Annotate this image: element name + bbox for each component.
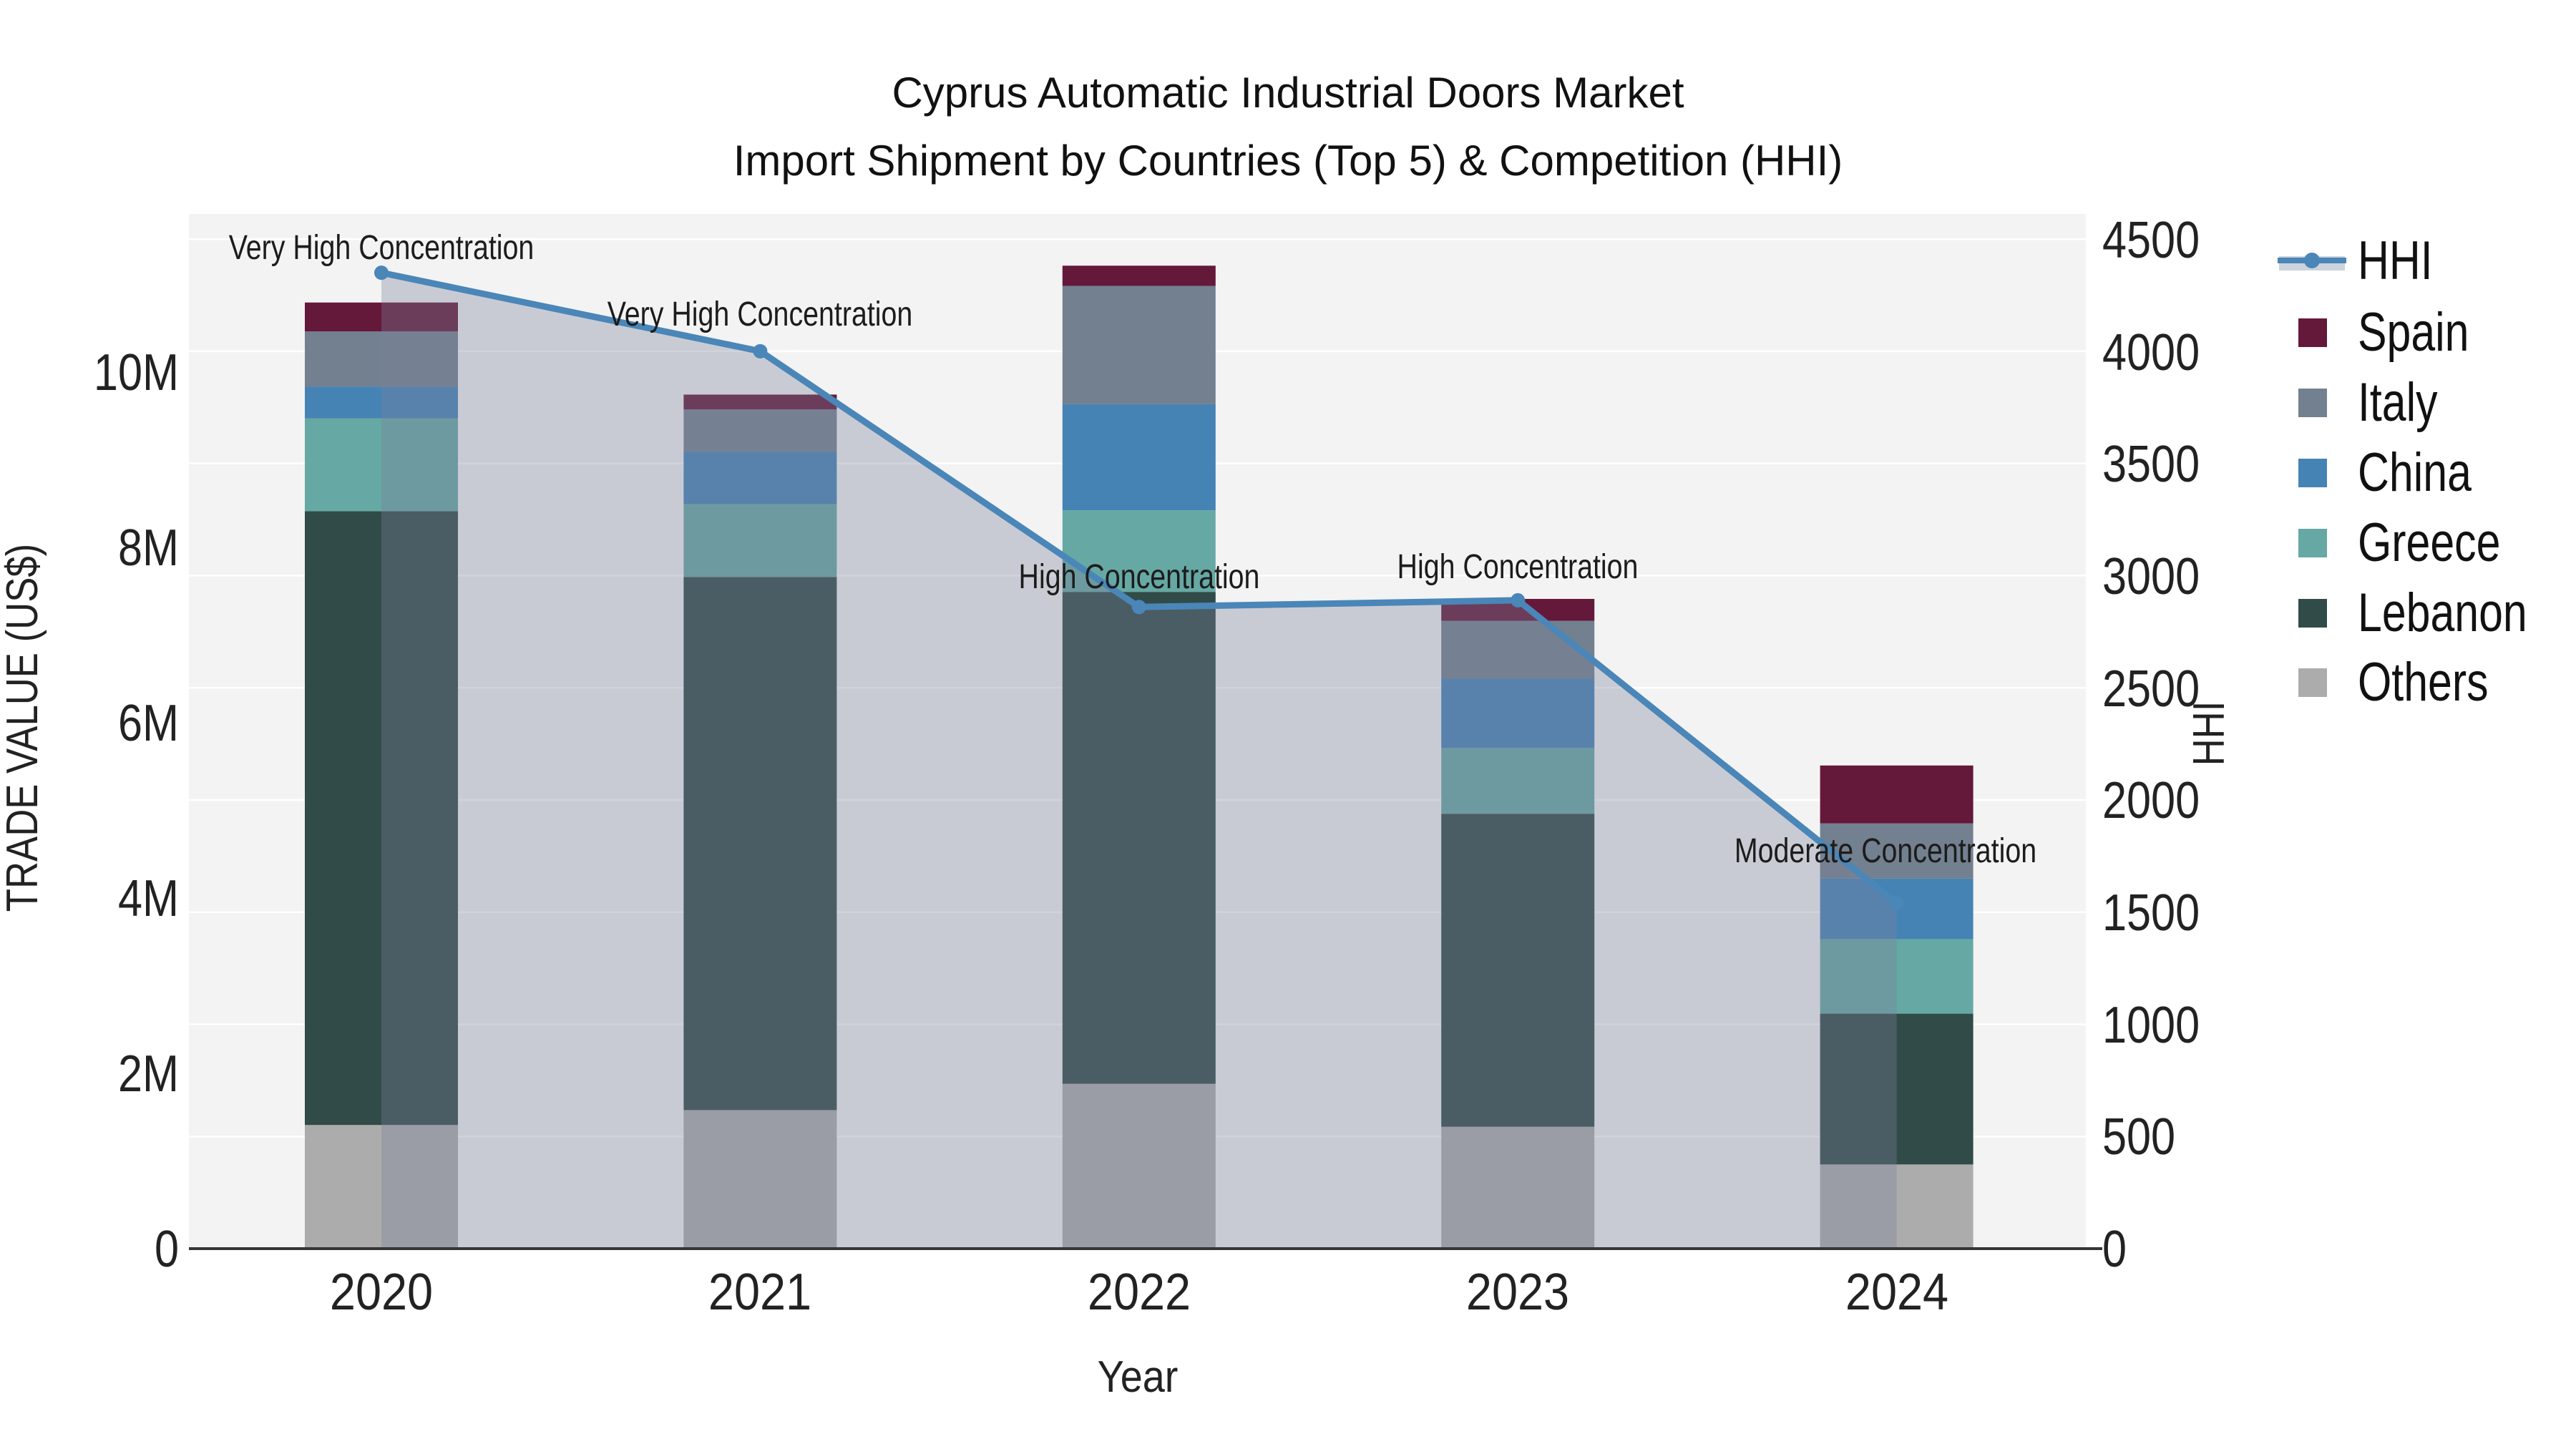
y-right-tick-labels: 0 500 1000 1500 2000 2500 3000 3500 4000…: [2102, 212, 2200, 1278]
bar-segment-lebanon-2022[interactable]: [1062, 592, 1216, 1084]
bar-segment-spain-2021[interactable]: [683, 394, 837, 410]
x-axis-title: Year: [1098, 1352, 1179, 1402]
bar-segment-greece-2020[interactable]: [305, 418, 458, 512]
x-tick-labels: 2020 2021 2022 2023 2024: [330, 1264, 1948, 1321]
bar-segment-spain-2020[interactable]: [305, 302, 458, 332]
x-tick-2022: 2022: [1088, 1264, 1191, 1321]
hhi-marker-2022[interactable]: [1131, 600, 1146, 615]
bar-segment-lebanon-2023[interactable]: [1441, 814, 1595, 1127]
bar-segment-lebanon-2024[interactable]: [1820, 1013, 1974, 1165]
annotation-2022: High Concentration: [1019, 558, 1260, 596]
legend-item-greece[interactable]: Greece: [2298, 512, 2500, 573]
legend-label-spain: Spain: [2358, 302, 2469, 363]
bar-segment-greece-2024[interactable]: [1820, 939, 1974, 1014]
bar-segment-italy-2023[interactable]: [1441, 620, 1595, 679]
bar-segment-others-2023[interactable]: [1441, 1126, 1595, 1249]
legend-item-lebanon[interactable]: Lebanon: [2298, 582, 2527, 643]
legend-swatch-spain: [2298, 318, 2327, 347]
annotation-2020: Very High Concentration: [229, 229, 535, 267]
legend-swatch-greece: [2298, 529, 2327, 557]
y-left-axis-title: TRADE VALUE (US$): [0, 544, 47, 912]
hhi-marker-2024[interactable]: [1889, 896, 1904, 911]
bar-segment-others-2020[interactable]: [305, 1125, 458, 1249]
x-tick-2021: 2021: [708, 1264, 811, 1321]
y-left-tick: 2M: [118, 1045, 179, 1103]
x-tick-2020: 2020: [330, 1264, 433, 1321]
annotation-2023: High Concentration: [1397, 548, 1639, 586]
y-right-tick: 3500: [2102, 436, 2200, 493]
y-right-tick: 4000: [2102, 324, 2200, 381]
y-left-tick: 10M: [94, 344, 179, 401]
legend-label-lebanon: Lebanon: [2358, 582, 2527, 643]
y-right-tick: 1500: [2102, 884, 2200, 942]
bar-segment-others-2022[interactable]: [1062, 1083, 1216, 1249]
x-tick-2024: 2024: [1845, 1264, 1948, 1321]
bar-segment-china-2021[interactable]: [683, 452, 837, 504]
legend-label-others: Others: [2358, 652, 2489, 713]
bar-segment-others-2021[interactable]: [683, 1110, 837, 1249]
hhi-line-series: [374, 265, 1904, 911]
bar-segment-greece-2022[interactable]: [1062, 510, 1216, 592]
legend-swatch-italy: [2298, 389, 2327, 417]
legend: HHI Spain Italy China Greece Lebanon Oth…: [2278, 230, 2527, 713]
y-left-tick: 6M: [118, 695, 179, 752]
x-tick-2023: 2023: [1466, 1264, 1569, 1321]
legend-swatch-lebanon: [2298, 599, 2327, 628]
y-right-tick: 3000: [2102, 548, 2200, 605]
hhi-marker-2021[interactable]: [753, 343, 768, 358]
bar-segment-others-2024[interactable]: [1820, 1164, 1974, 1249]
y-right-tick: 0: [2102, 1221, 2127, 1278]
hhi-marker-legend-sample: [2304, 253, 2320, 268]
bar-segment-china-2020[interactable]: [305, 386, 458, 419]
bar-segment-spain-2024[interactable]: [1820, 765, 1974, 824]
y-right-tick: 2500: [2102, 660, 2200, 718]
bar-segment-italy-2021[interactable]: [683, 409, 837, 452]
y-right-tick: 1000: [2102, 997, 2200, 1054]
legend-item-china[interactable]: China: [2298, 442, 2472, 503]
y-left-tick-labels: 0 2M 4M 6M 8M 10M: [94, 344, 179, 1278]
legend-item-others[interactable]: Others: [2298, 652, 2489, 713]
legend-label-italy: Italy: [2358, 372, 2438, 433]
annotation-2024: Moderate Concentration: [1735, 832, 2036, 870]
bar-segment-italy-2024[interactable]: [1820, 823, 1974, 879]
chart-title-line2: Import Shipment by Countries (Top 5) & C…: [733, 137, 1843, 185]
hhi-marker-2020[interactable]: [374, 265, 389, 280]
bars-layer: [305, 265, 1974, 1249]
bar-segment-italy-2022[interactable]: [1062, 286, 1216, 404]
bar-segment-greece-2021[interactable]: [683, 504, 837, 577]
bar-segment-lebanon-2021[interactable]: [683, 577, 837, 1111]
y-left-tick: 8M: [118, 519, 179, 577]
legend-label-hhi: HHI: [2358, 230, 2433, 291]
hhi-area-polygon: [381, 273, 1897, 1249]
legend-label-greece: Greece: [2358, 512, 2500, 573]
chart-title-line1: Cyprus Automatic Industrial Doors Market: [892, 69, 1684, 117]
bar-segment-spain-2022[interactable]: [1062, 265, 1216, 286]
y-left-tick: 4M: [118, 870, 179, 927]
y-left-tick: 0: [155, 1221, 179, 1278]
hhi-marker-2023[interactable]: [1511, 592, 1526, 608]
y-right-axis-title: HHI: [2185, 701, 2234, 766]
bar-segment-china-2022[interactable]: [1062, 404, 1216, 511]
bar-segment-italy-2020[interactable]: [305, 331, 458, 387]
y-right-tick: 2000: [2102, 772, 2200, 829]
annotation-2021: Very High Concentration: [608, 296, 913, 333]
bar-segment-china-2023[interactable]: [1441, 678, 1595, 748]
annotations: Very High Concentration Very High Concen…: [229, 229, 2036, 870]
legend-item-hhi[interactable]: HHI: [2278, 230, 2433, 291]
y-right-tick: 500: [2102, 1108, 2175, 1166]
bar-segment-lebanon-2020[interactable]: [305, 511, 458, 1126]
legend-swatch-china: [2298, 459, 2327, 487]
legend-item-spain[interactable]: Spain: [2298, 302, 2469, 363]
y-right-tick: 4500: [2102, 212, 2200, 269]
legend-item-italy[interactable]: Italy: [2298, 372, 2438, 433]
legend-swatch-others: [2298, 668, 2327, 697]
legend-label-china: China: [2358, 442, 2472, 503]
hhi-area-fill: [381, 273, 1897, 1249]
bar-segment-greece-2023[interactable]: [1441, 748, 1595, 814]
